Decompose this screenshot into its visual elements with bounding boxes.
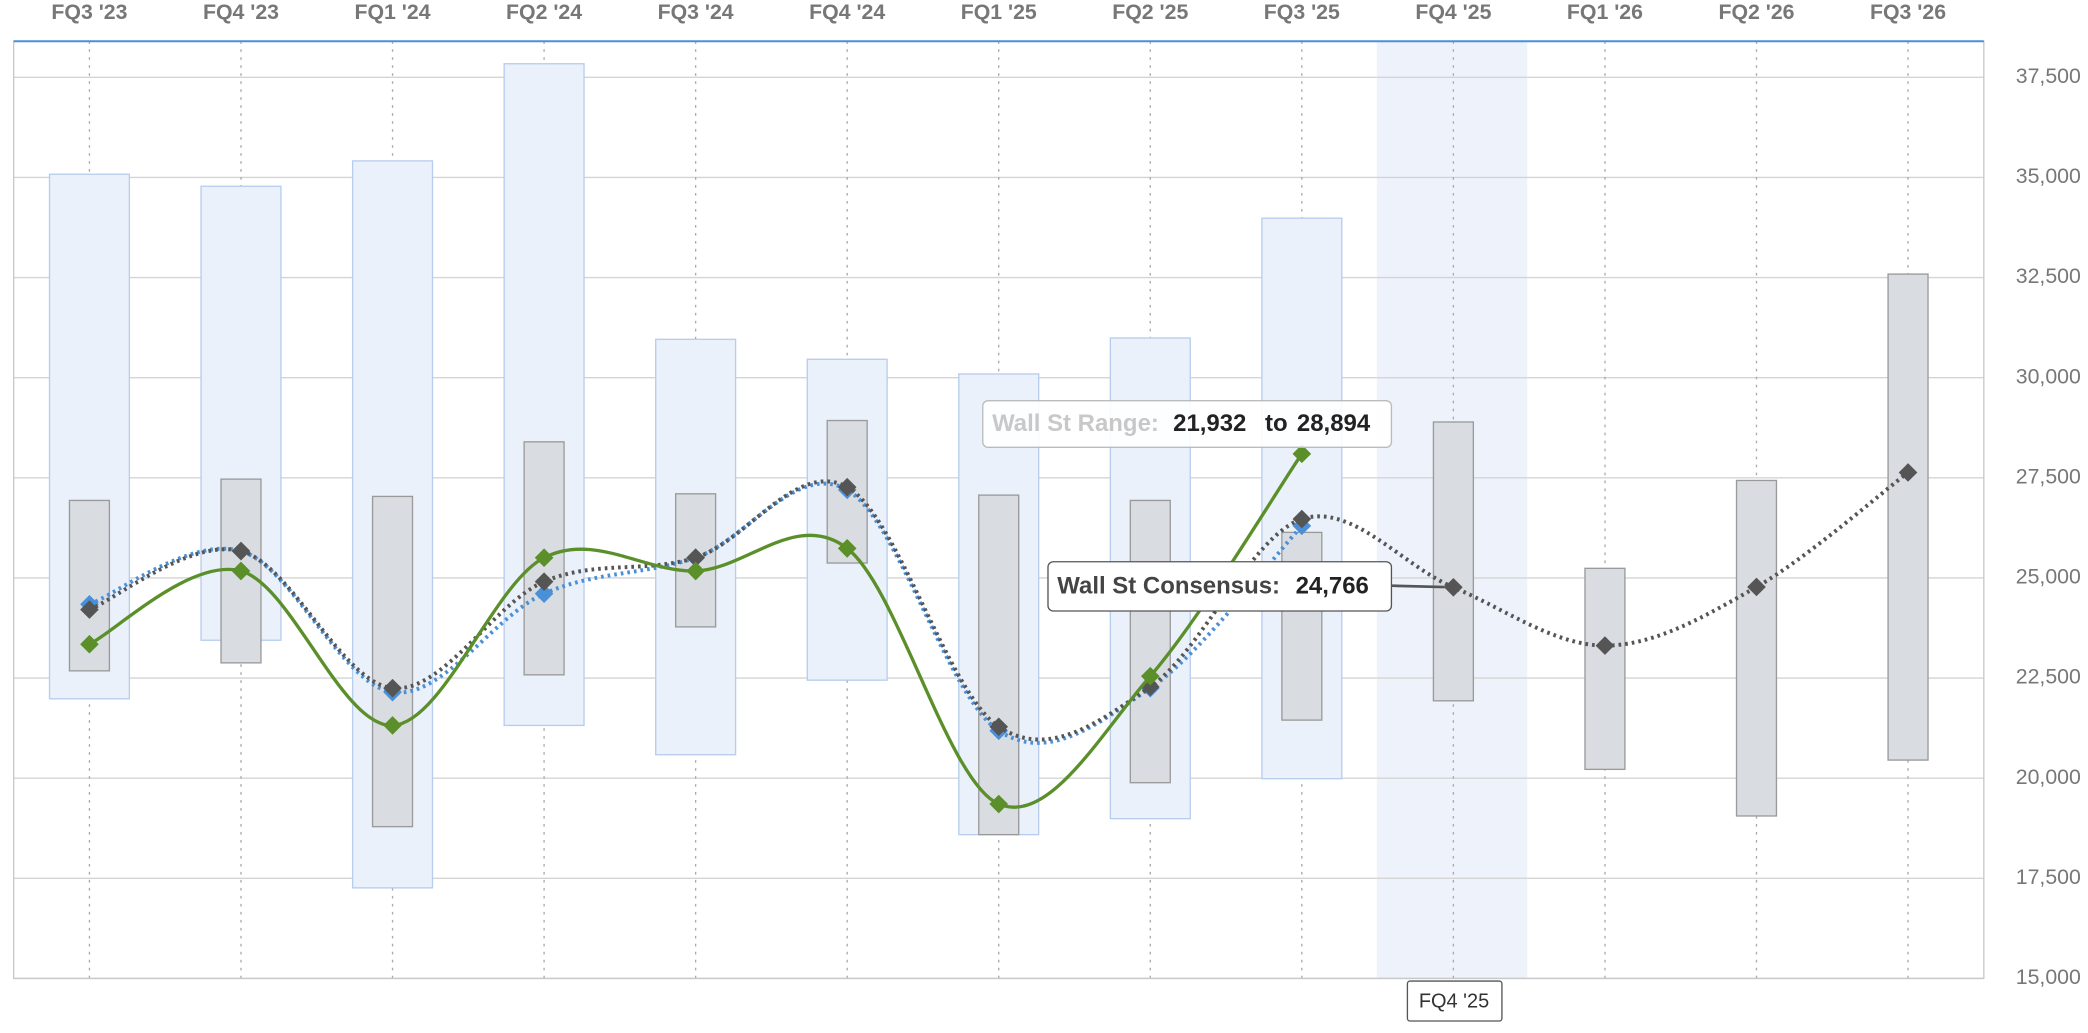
tooltip-label: Wall St Range: [992,410,1159,437]
tooltip-box [982,400,1393,448]
y-tick-label: 30,000 [2016,364,2081,388]
y-tick-label: 15,000 [2016,965,2081,989]
x-tick-label: FQ1 '25 [961,0,1037,24]
marker [1140,666,1160,686]
x-tick-label: FQ2 '24 [506,0,582,24]
inner-range [1887,273,1929,761]
axis-tooltip: FQ4 '25 [1406,980,1503,1022]
x-tick-label: FQ4 '23 [203,0,279,24]
y-tick-label: 37,500 [2016,64,2081,88]
consensus-tooltip: Wall St Consensus: 24,766 [1047,561,1445,612]
marker [80,600,99,619]
y-tick-label: 25,000 [2016,565,2081,589]
tooltip-value: 28,894 [1297,410,1371,437]
inner-range [523,441,565,676]
x-tick-label: FQ1 '26 [1567,0,1643,24]
tooltip-box [1047,561,1393,612]
marker [686,561,705,581]
tooltip-value: 24,766 [1296,572,1369,599]
inner-range [1129,499,1171,784]
marker [837,539,857,558]
y-tick-label: 27,500 [2016,464,2081,488]
tooltip-value: 21,932 [1173,410,1246,437]
x-tick-label: FQ4 '25 [1415,0,1491,24]
range-tooltip: Wall St Range: 21,932 to 28,894 [982,400,1393,448]
tooltip-label: Wall St Consensus: [1057,572,1280,599]
tooltip-label: FQ4 '25 [1419,991,1489,1013]
inner-range [1584,567,1626,771]
inner-range [1735,479,1778,817]
marker [1444,577,1463,597]
x-tick-label: FQ3 '23 [51,0,127,24]
x-tick-label: FQ3 '24 [658,0,734,24]
inner-range [371,495,414,828]
marker [686,548,705,568]
tooltip-box [1406,980,1503,1022]
y-tick-label: 22,500 [2016,665,2081,689]
tooltip-text: to [1265,410,1288,437]
y-tick-label: 20,000 [2016,765,2081,789]
x-tick-label: FQ3 '25 [1264,0,1340,24]
marker [989,717,1009,737]
x-tick-label: FQ2 '25 [1112,0,1188,24]
inner-range [1432,421,1475,702]
outer-range [655,338,737,756]
marker [534,572,554,591]
marker [231,561,251,581]
series-line [88,452,1304,809]
connector [1391,584,1445,589]
marker [989,794,1009,814]
y-tick-label: 32,500 [2016,264,2081,288]
y-tick-label: 35,000 [2016,164,2081,188]
x-tick-label: FQ1 '24 [355,0,431,24]
inner-range [1281,531,1323,721]
x-tick-label: FQ2 '26 [1718,0,1794,24]
inner-range [978,494,1020,836]
marker [837,477,857,497]
y-tick-label: 17,500 [2016,865,2081,889]
marker [1898,463,1918,482]
outer-range [503,63,585,727]
marker [1747,577,1766,597]
x-tick-label: FQ4 '24 [809,0,885,24]
marker [1292,444,1312,464]
x-tick-label: FQ3 '26 [1870,0,1946,24]
